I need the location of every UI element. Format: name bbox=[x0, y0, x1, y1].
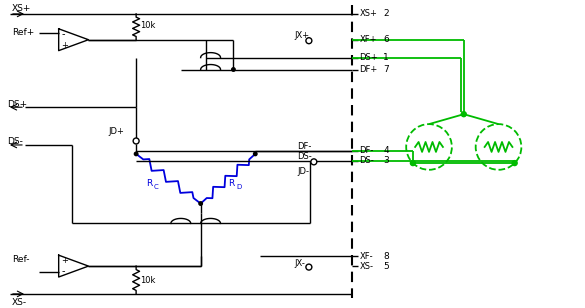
Text: 10k: 10k bbox=[140, 277, 156, 286]
Text: DF-: DF- bbox=[360, 146, 374, 156]
Circle shape bbox=[512, 160, 517, 166]
Circle shape bbox=[232, 68, 235, 71]
Text: -: - bbox=[61, 266, 65, 277]
Text: R: R bbox=[229, 179, 235, 188]
Text: XS+: XS+ bbox=[12, 4, 32, 14]
Text: 1: 1 bbox=[383, 53, 389, 62]
Circle shape bbox=[311, 159, 317, 165]
Text: Ref-: Ref- bbox=[12, 255, 29, 264]
Text: 4: 4 bbox=[383, 146, 389, 156]
Circle shape bbox=[199, 202, 202, 205]
Text: +: + bbox=[61, 41, 68, 50]
Text: 2: 2 bbox=[383, 10, 389, 18]
Text: DF+: DF+ bbox=[360, 65, 378, 74]
Text: XS-: XS- bbox=[12, 298, 27, 307]
Text: -: - bbox=[61, 29, 65, 39]
Text: D: D bbox=[236, 184, 242, 190]
Text: DS+: DS+ bbox=[360, 53, 378, 62]
Text: DS-: DS- bbox=[7, 137, 23, 147]
Text: JX-: JX- bbox=[294, 259, 305, 268]
Text: JD+: JD+ bbox=[108, 127, 124, 136]
Text: 8: 8 bbox=[383, 252, 389, 261]
Circle shape bbox=[411, 160, 415, 166]
Text: XF-: XF- bbox=[360, 252, 373, 261]
Circle shape bbox=[462, 112, 466, 117]
Circle shape bbox=[306, 38, 312, 44]
Text: XS-: XS- bbox=[360, 261, 373, 271]
Text: +: + bbox=[61, 256, 68, 265]
Text: DS+: DS+ bbox=[7, 100, 27, 109]
Text: 5: 5 bbox=[383, 261, 389, 271]
Text: XF+: XF+ bbox=[360, 35, 377, 44]
Text: 3: 3 bbox=[383, 156, 389, 165]
Text: JX+: JX+ bbox=[294, 31, 309, 40]
Circle shape bbox=[306, 264, 312, 270]
Text: 7: 7 bbox=[383, 65, 389, 74]
Text: Ref+: Ref+ bbox=[12, 28, 35, 37]
Text: DS-: DS- bbox=[297, 152, 312, 161]
Circle shape bbox=[135, 152, 138, 156]
Text: DF-: DF- bbox=[297, 142, 311, 152]
Text: C: C bbox=[154, 184, 159, 190]
Text: 10k: 10k bbox=[140, 21, 156, 30]
Text: R: R bbox=[146, 179, 152, 188]
Text: JD-: JD- bbox=[297, 167, 309, 176]
Text: DS-: DS- bbox=[360, 156, 374, 165]
Circle shape bbox=[133, 138, 139, 144]
Text: 6: 6 bbox=[383, 35, 389, 44]
Text: XS+: XS+ bbox=[360, 10, 377, 18]
Circle shape bbox=[253, 152, 257, 156]
